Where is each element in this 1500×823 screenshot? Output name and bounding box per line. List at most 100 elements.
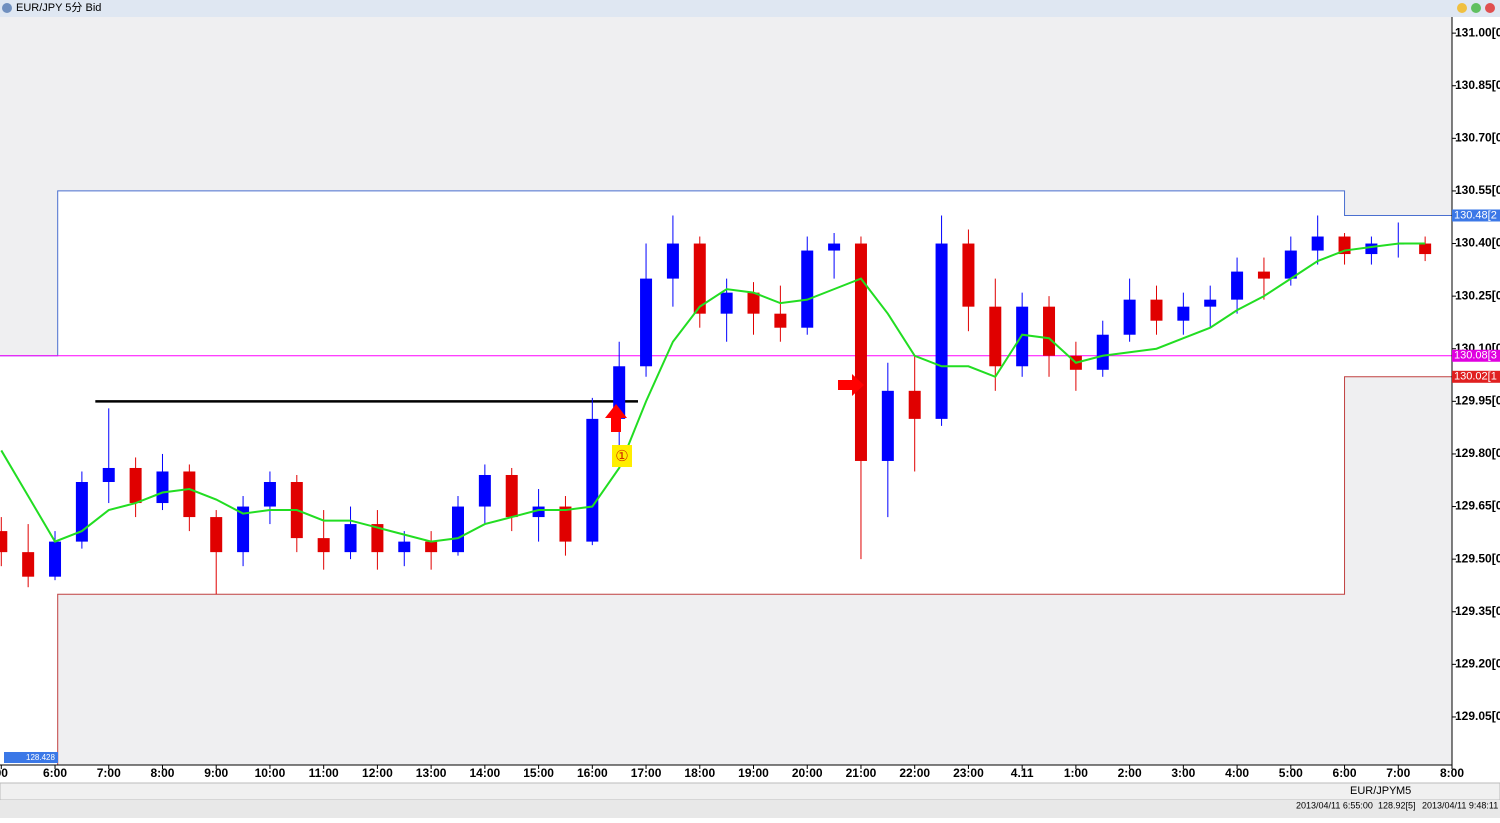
x-tick-label: 12:00	[362, 766, 393, 780]
annotation-box	[612, 445, 632, 467]
x-tick-label: 4.11	[1011, 766, 1034, 780]
maximize-button[interactable]	[1471, 3, 1481, 13]
candle-body	[935, 243, 948, 419]
y-tick-label: 129.20[0	[1455, 657, 1500, 671]
x-tick-label: 8:00	[150, 766, 174, 780]
candle-body	[344, 524, 357, 553]
candle-body	[640, 278, 653, 367]
app-icon	[2, 3, 12, 13]
low-marker: 128.428	[26, 753, 55, 762]
x-tick-label: 23:00	[953, 766, 984, 780]
y-tick-label: 131.00[0	[1455, 25, 1500, 39]
candle-body	[49, 541, 62, 577]
x-tick-label: 9:00	[204, 766, 228, 780]
candle-body	[989, 306, 1002, 367]
x-tick-label: 4:00	[1225, 766, 1249, 780]
symbol-select[interactable]: EUR/JPY	[1350, 785, 1397, 797]
candle-body	[854, 243, 867, 461]
candle-body	[1150, 299, 1163, 321]
candle-body	[962, 243, 975, 307]
x-tick-label: 2:00	[1118, 766, 1142, 780]
status-clock: 2013/04/11 9:48:11	[1422, 800, 1498, 810]
price-tag	[1452, 349, 1500, 362]
candle-body	[774, 313, 787, 328]
candle-body	[263, 482, 276, 507]
candle-body	[1231, 271, 1244, 300]
x-tick-label: 18:00	[684, 766, 715, 780]
x-tick-label: 3:00	[1171, 766, 1195, 780]
x-tick-label: 17:00	[631, 766, 662, 780]
up-arrow	[605, 404, 627, 432]
price-tag-label: 130.48[2	[1454, 209, 1497, 221]
candle-body	[129, 467, 142, 504]
x-tick-label: 6:00	[43, 766, 67, 780]
x-tick-label: 20:00	[792, 766, 823, 780]
x-tick-label: 21:00	[846, 766, 877, 780]
candle-body	[908, 390, 921, 419]
close-button[interactable]	[1485, 3, 1495, 13]
window-title: EUR/JPY 5分 Bid	[16, 1, 101, 14]
candle-body	[317, 538, 330, 553]
candle-body	[559, 506, 572, 542]
x-tick-label: 10:00	[255, 766, 286, 780]
y-tick-label: 129.80[0	[1455, 446, 1500, 460]
y-tick-label: 130.40[0	[1455, 236, 1500, 250]
candle-body	[586, 418, 599, 542]
price-tag	[1452, 209, 1500, 222]
price-tag	[1452, 370, 1500, 383]
y-tick-label: 130.55[0	[1455, 183, 1500, 197]
scrollbar[interactable]	[0, 782, 1500, 801]
candle-body	[532, 506, 545, 518]
candle-body	[801, 250, 814, 328]
x-tick-label: 8:00	[1440, 766, 1464, 780]
status-time: 2013/04/11 6:55:00	[1296, 800, 1373, 810]
x-tick-label: 19:00	[738, 766, 769, 780]
timeframe-select[interactable]: M5	[1396, 785, 1411, 797]
candle-body	[1419, 243, 1432, 255]
minimize-button[interactable]	[1457, 3, 1467, 13]
candle-body	[1311, 236, 1324, 251]
candle-body	[1284, 250, 1297, 279]
title-bar	[0, 0, 1500, 17]
candle-body	[1257, 271, 1270, 279]
x-tick-label: 00	[0, 766, 8, 780]
candle-body	[0, 531, 8, 553]
y-tick-label: 130.85[0	[1455, 78, 1500, 92]
y-tick-label: 129.35[0	[1455, 604, 1500, 618]
candle-body	[720, 292, 733, 314]
candle-body	[1043, 306, 1056, 356]
x-tick-label: 16:00	[577, 766, 608, 780]
x-tick-label: 13:00	[416, 766, 447, 780]
candle-body	[881, 390, 894, 461]
candle-body	[666, 243, 679, 279]
y-tick-label: 129.05[0	[1455, 709, 1500, 723]
candle-body	[425, 541, 438, 553]
x-tick-label: 6:00	[1333, 766, 1357, 780]
candle-body	[693, 243, 706, 314]
candle-body	[747, 292, 760, 314]
candle-body	[398, 541, 411, 553]
right-arrow	[838, 374, 864, 396]
x-tick-label: 1:00	[1064, 766, 1088, 780]
candle-body	[183, 471, 196, 518]
candle-body	[237, 506, 250, 553]
candle-body	[1365, 243, 1378, 255]
y-tick-label: 130.25[0	[1455, 288, 1500, 302]
moving-average	[0, 242, 1426, 543]
x-tick-label: 7:00	[1386, 766, 1410, 780]
price-tag-label: 130.08[3	[1454, 350, 1497, 362]
y-tick-label: 129.95[0	[1455, 394, 1500, 408]
lower-band	[57, 376, 1452, 765]
x-tick-label: 14:00	[470, 766, 501, 780]
y-tick-label: 129.50[0	[1455, 551, 1500, 565]
x-tick-label: 7:00	[97, 766, 121, 780]
candle-body	[102, 467, 115, 483]
candle-body	[451, 506, 464, 553]
annotation: ①	[615, 448, 628, 465]
candle-body	[505, 474, 518, 518]
low-marker-box	[4, 752, 58, 763]
status-price: 128.92[5]	[1378, 800, 1416, 810]
candle-body	[75, 482, 88, 542]
candle-body	[828, 243, 841, 251]
